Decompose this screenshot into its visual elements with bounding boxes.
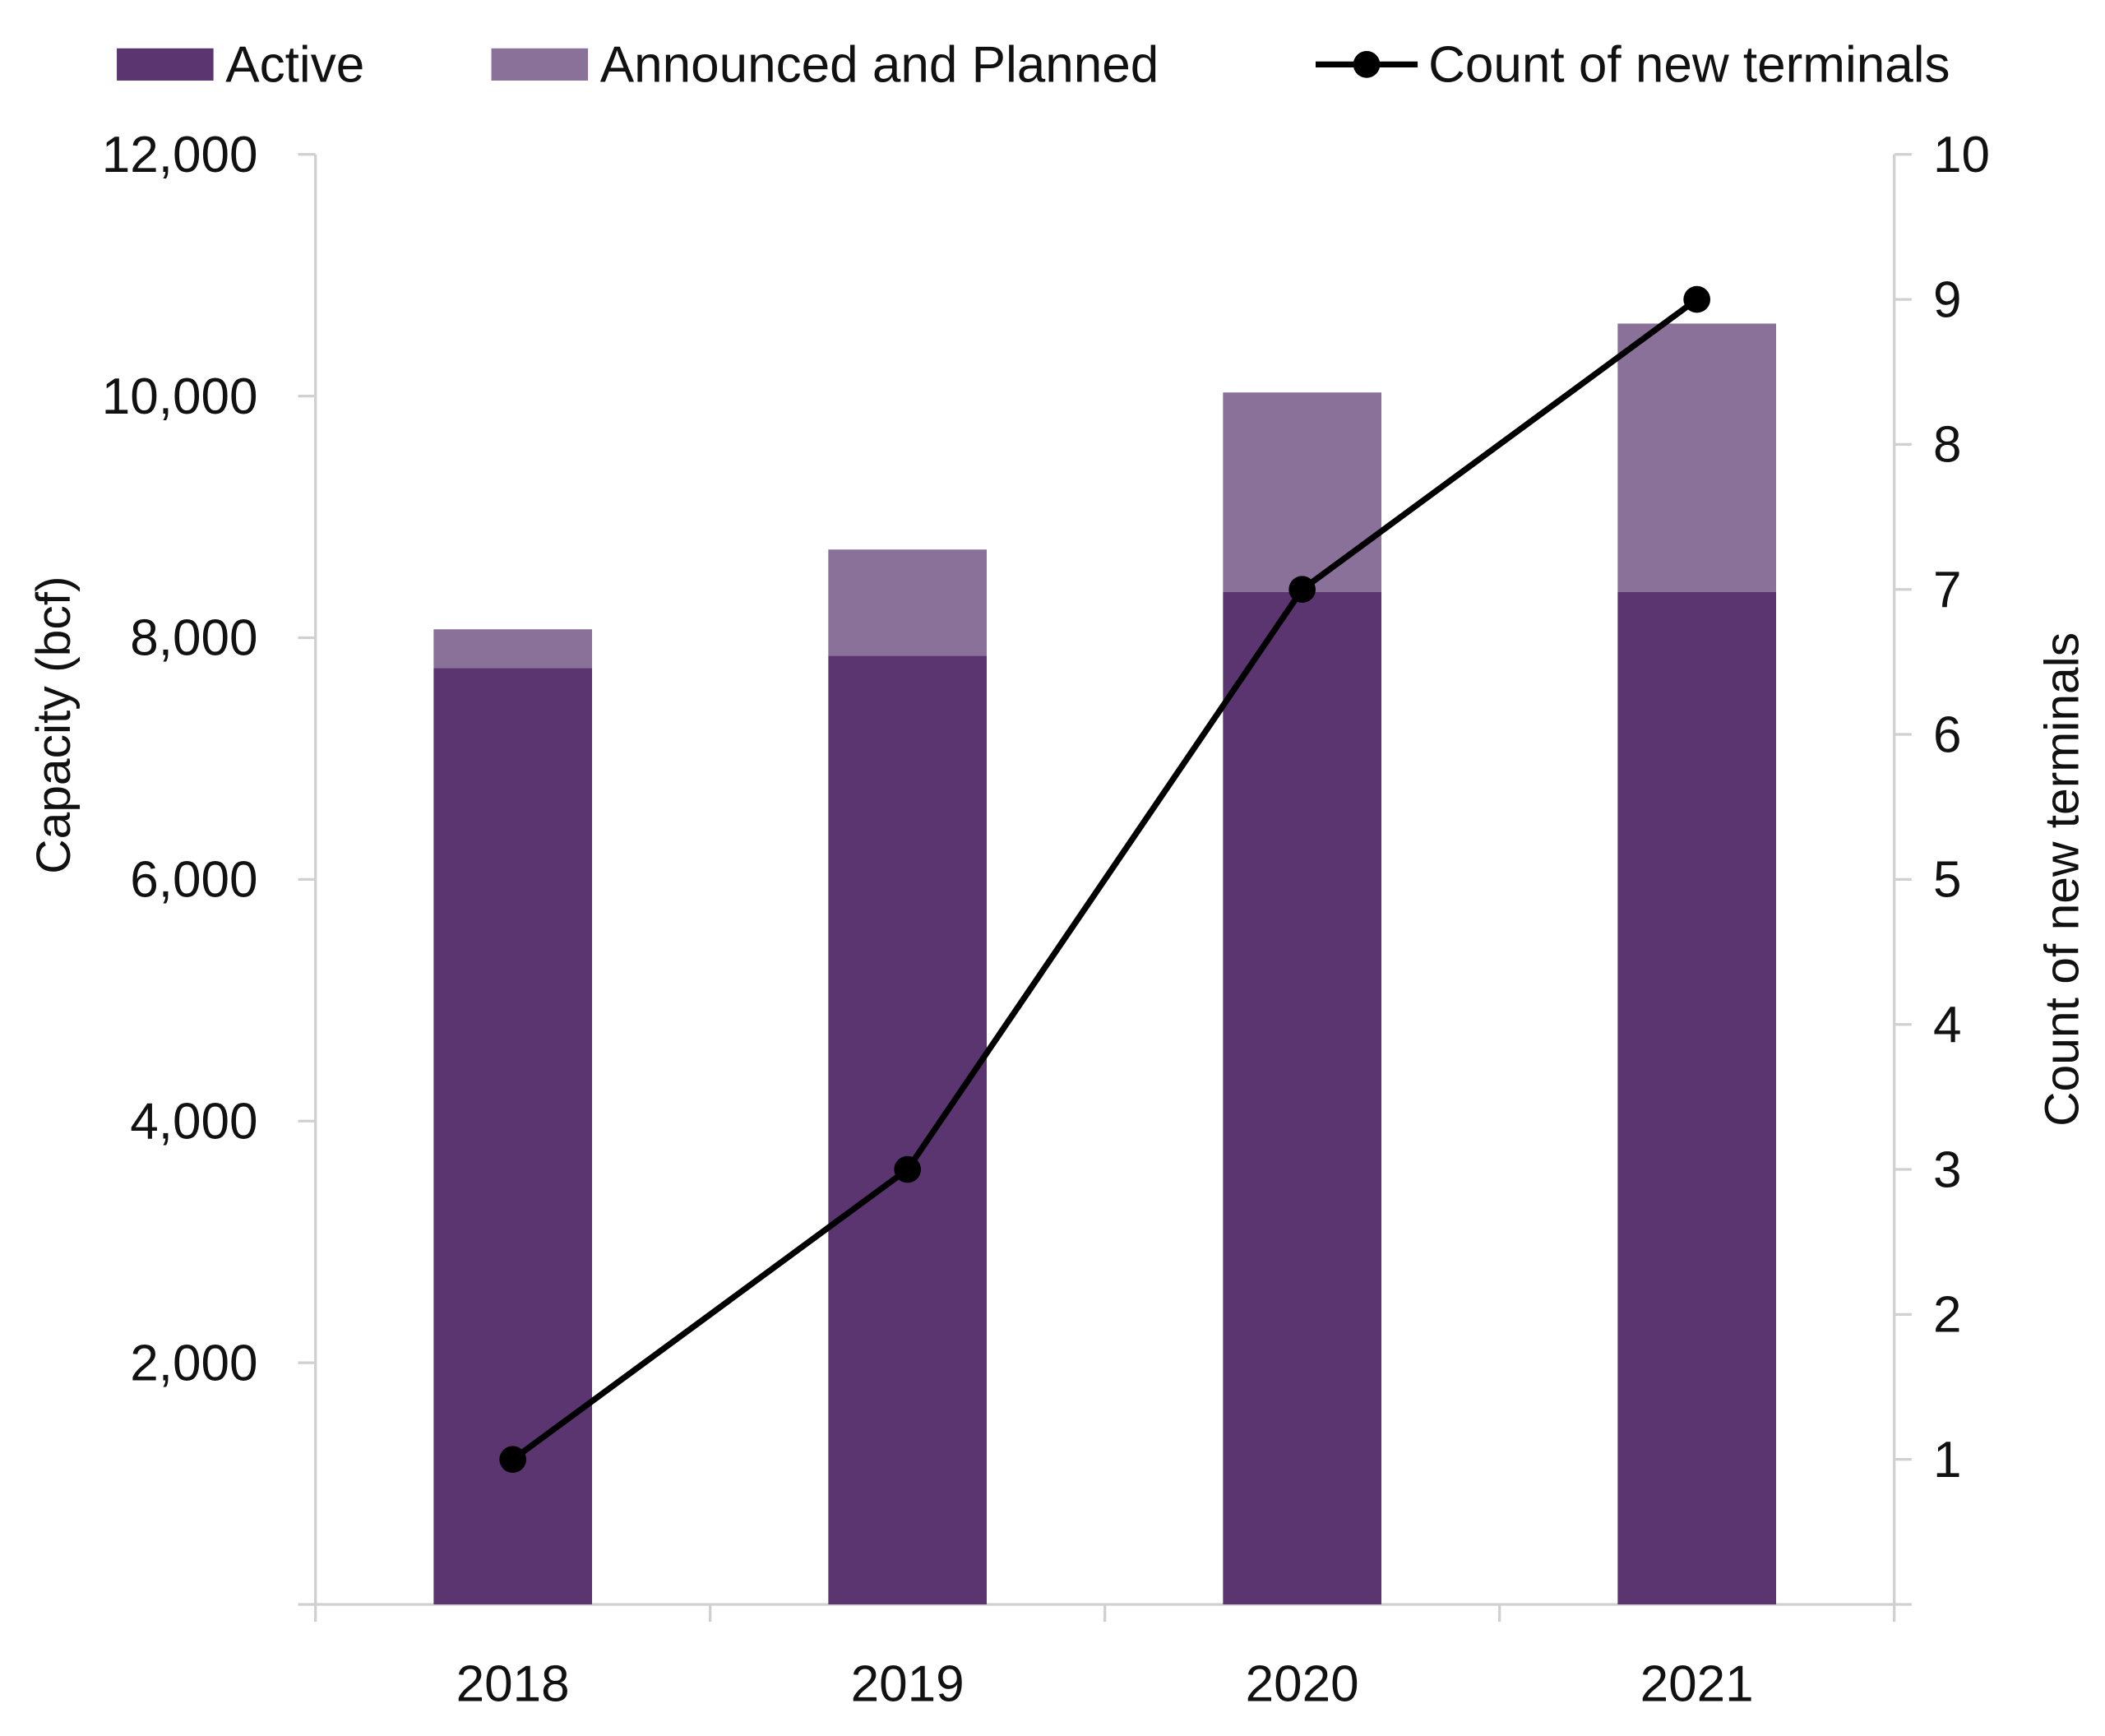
bar-announced-and-planned — [828, 549, 988, 656]
bar-active — [1223, 591, 1381, 1605]
y-axis-title: Capacity (bcf) — [27, 576, 81, 874]
y2-tick-label: 9 — [1933, 271, 1962, 328]
y-tick-label: 8,000 — [130, 610, 257, 667]
bars — [433, 323, 1776, 1605]
legend: Active Announced and Planned Count of new … — [117, 37, 1950, 94]
bar-active — [828, 655, 988, 1605]
x-tick-label: 2021 — [1640, 1656, 1754, 1713]
y-tick-label: 6,000 — [130, 852, 257, 909]
y-tick-label: 4,000 — [130, 1093, 257, 1150]
line-marker — [1288, 576, 1316, 604]
y2-tick-label: 5 — [1933, 852, 1962, 909]
bar-active — [1617, 591, 1776, 1605]
y-tick-label: 2,000 — [130, 1335, 257, 1391]
bar-announced-and-planned — [1617, 323, 1776, 592]
legend-label: Active — [225, 37, 364, 94]
y-tick-label: 10,000 — [102, 368, 258, 425]
line-marker — [894, 1155, 922, 1183]
line-marker — [499, 1446, 527, 1474]
y2-tick-label: 10 — [1933, 127, 1990, 183]
y2-tick-label: 4 — [1933, 997, 1962, 1053]
y2-tick-label: 6 — [1933, 706, 1962, 763]
x-tick-label: 2019 — [851, 1656, 965, 1713]
legend-label: Count of new terminals — [1428, 37, 1950, 94]
bar-announced-and-planned — [433, 629, 593, 669]
y2-axis-title: Count of new terminals — [2035, 632, 2089, 1127]
legend-swatch — [491, 48, 589, 81]
y-tick-label: 12,000 — [102, 127, 258, 183]
x-tick-label: 2020 — [1246, 1656, 1359, 1713]
y2-tick-label: 8 — [1933, 417, 1962, 474]
y2-tick-label: 1 — [1933, 1432, 1962, 1488]
x-tick-label: 2018 — [456, 1656, 570, 1713]
line-marker — [1683, 285, 1710, 313]
line-series — [499, 285, 1710, 1474]
legend-marker — [1353, 51, 1381, 78]
y2-tick-label: 3 — [1933, 1141, 1962, 1198]
y2-tick-label: 7 — [1933, 562, 1962, 618]
y2-tick-label: 2 — [1933, 1287, 1962, 1344]
legend-label: Announced and Planned — [600, 37, 1159, 94]
legend-swatch — [117, 48, 214, 81]
line-path — [511, 297, 1699, 1462]
bar-announced-and-planned — [1223, 392, 1381, 592]
axes: 2,000 4,000 6,000 8,000 10,000 12,000 1 2 3 4 5 6 7 8… — [102, 127, 1990, 1713]
